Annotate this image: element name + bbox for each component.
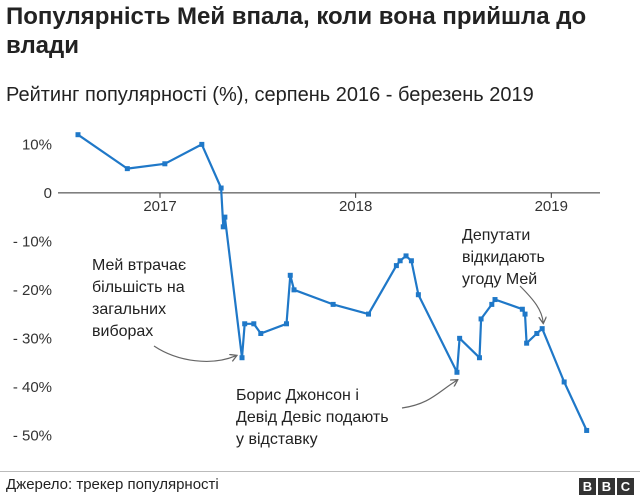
annotation-arrow <box>401 380 457 409</box>
data-point <box>408 258 414 264</box>
data-point <box>519 306 525 312</box>
x-tick-label: 2018 <box>339 198 372 215</box>
y-tick-label: - 40% <box>13 379 52 396</box>
annotation-3: Депутати відкидають угоду Мей <box>462 227 545 323</box>
series-layer <box>75 132 590 433</box>
data-point <box>489 301 495 307</box>
annotations: Мей втрачає більшість на загальних виборах Б… <box>92 227 545 448</box>
annotation-text-line: більшість на <box>92 279 185 296</box>
bbc-logo: B B C <box>579 478 634 495</box>
annotation-text-line: Борис Джонсон і <box>236 387 359 404</box>
data-point <box>242 321 248 327</box>
data-point <box>251 321 257 327</box>
data-point <box>584 427 590 433</box>
data-point <box>218 185 224 191</box>
data-point <box>524 340 530 346</box>
y-tick-label: - 50% <box>13 427 52 444</box>
chart-subtitle: Рейтинг популярності (%), серпень 2016 -… <box>6 84 534 106</box>
source-note: Джерело: трекер популярності <box>6 476 219 493</box>
data-point <box>75 132 81 138</box>
data-point <box>124 166 130 172</box>
annotation-text-line: угоду Мей <box>462 271 537 288</box>
data-point <box>397 258 403 264</box>
y-tick-label: 10% <box>22 136 52 153</box>
data-point <box>220 224 226 230</box>
x-tick-label: 2017 <box>143 198 176 215</box>
data-point <box>258 330 264 336</box>
data-point <box>561 379 567 385</box>
data-point <box>239 355 245 361</box>
data-point <box>393 263 399 269</box>
data-point <box>476 355 482 361</box>
data-point <box>534 330 540 336</box>
data-point <box>222 214 228 220</box>
data-point <box>492 297 498 303</box>
bbc-logo-block-1: B <box>579 478 596 495</box>
data-point <box>291 287 297 293</box>
data-point <box>199 141 205 147</box>
annotation-2: Борис Джонсон і Девід Девіс подають у відс… <box>236 380 457 448</box>
line-chart: 10% 0 - 10% - 20% - 30% - 40% - 50% 2017 2018 201… <box>13 132 600 448</box>
data-point <box>284 321 290 327</box>
data-point <box>366 311 372 317</box>
annotation-text-line: виборах <box>92 323 153 340</box>
annotation-text-line: Депутати <box>462 227 530 244</box>
y-tick-label: 0 <box>44 185 52 202</box>
data-point <box>457 335 463 341</box>
annotation-arrow <box>519 285 543 323</box>
annotation-text-line: у відставку <box>236 431 318 448</box>
data-point <box>330 301 336 307</box>
annotation-text-line: загальних <box>92 301 166 318</box>
data-point <box>539 326 545 332</box>
data-point <box>478 316 484 322</box>
bbc-logo-block-2: B <box>598 478 615 495</box>
y-tick-label: - 30% <box>13 330 52 347</box>
annotation-text-line: Мей втрачає <box>92 257 186 274</box>
chart-title: Популярність Мей впала, коли вона прийшл… <box>6 3 587 59</box>
data-point <box>454 369 460 375</box>
data-point <box>522 311 528 317</box>
y-tick-label: - 10% <box>13 233 52 250</box>
data-point <box>403 253 409 259</box>
x-tick-label: 2019 <box>535 198 568 215</box>
footer-divider <box>0 471 640 472</box>
annotation-1: Мей втрачає більшість на загальних виборах <box>92 257 236 362</box>
annotation-text-line: відкидають <box>462 249 545 266</box>
data-point <box>415 292 421 298</box>
data-point <box>287 272 293 278</box>
axes: 10% 0 - 10% - 20% - 30% - 40% - 50% 2017 2018 201… <box>13 136 600 444</box>
data-point <box>162 161 168 167</box>
annotation-arrow <box>153 345 236 362</box>
annotation-text-line: Девід Девіс подають <box>236 409 389 426</box>
y-tick-label: - 20% <box>13 282 52 299</box>
bbc-logo-block-3: C <box>617 478 634 495</box>
